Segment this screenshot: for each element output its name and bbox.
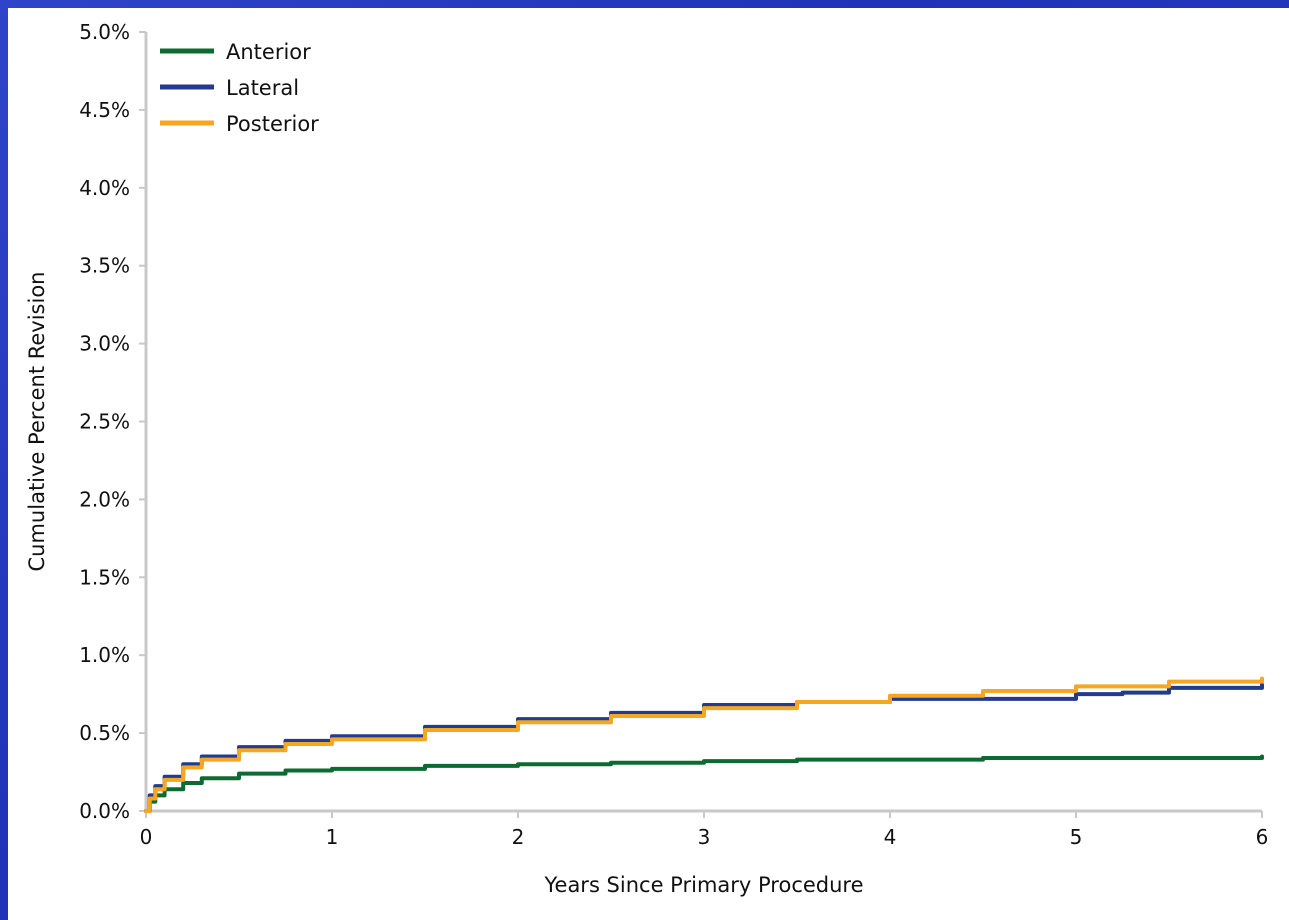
y-tick-label: 2.5%: [79, 410, 130, 434]
y-tick-label: 2.0%: [79, 487, 130, 511]
y-tick-label: 3.5%: [79, 254, 130, 278]
x-tick-label: 2: [512, 825, 525, 849]
y-tick-label: 4.0%: [79, 176, 130, 200]
series-lines: [144, 676, 1264, 813]
y-tick-label: 0.0%: [79, 799, 130, 823]
legend-label-anterior: Anterior: [226, 40, 311, 64]
legend-label-posterior: Posterior: [226, 112, 319, 136]
x-tick-label: 3: [698, 825, 711, 849]
y-tick-label: 1.0%: [79, 643, 130, 667]
y-tick-label: 5.0%: [79, 20, 130, 44]
y-tick-label: 4.5%: [79, 98, 130, 122]
series-line-lateral: [144, 682, 1264, 813]
y-axis-ticks: 0.0% 0.5% 1.0% 1.5% 2.0% 2.5% 3.0% 3.5% 4.0% 4.5%…: [79, 20, 146, 823]
y-tick-label: 0.5%: [79, 721, 130, 745]
x-axis-ticks: 0 1 2 3 4 5 6: [140, 811, 1269, 849]
x-tick-label: 1: [326, 825, 339, 849]
axes: 0.0% 0.5% 1.0% 1.5% 2.0% 2.5% 3.0% 3.5% 4.0% 4.5%…: [79, 20, 1268, 849]
chart-panel: 0.0% 0.5% 1.0% 1.5% 2.0% 2.5% 3.0% 3.5% 4.0% 4.5%…: [8, 8, 1289, 920]
x-tick-label: 6: [1256, 825, 1269, 849]
y-tick-label: 3.0%: [79, 332, 130, 356]
x-tick-label: 4: [884, 825, 897, 849]
legend-label-lateral: Lateral: [226, 76, 299, 100]
line-chart: 0.0% 0.5% 1.0% 1.5% 2.0% 2.5% 3.0% 3.5% 4.0% 4.5%…: [25, 20, 1268, 897]
y-axis-title: Cumulative Percent Revision: [25, 272, 49, 572]
series-line-posterior: [144, 676, 1264, 813]
legend: Anterior Lateral Posterior: [160, 40, 319, 136]
series-line-anterior: [144, 754, 1264, 813]
x-axis-title: Years Since Primary Procedure: [543, 873, 863, 897]
x-tick-label: 0: [140, 825, 153, 849]
y-tick-label: 1.5%: [79, 565, 130, 589]
x-tick-label: 5: [1070, 825, 1083, 849]
